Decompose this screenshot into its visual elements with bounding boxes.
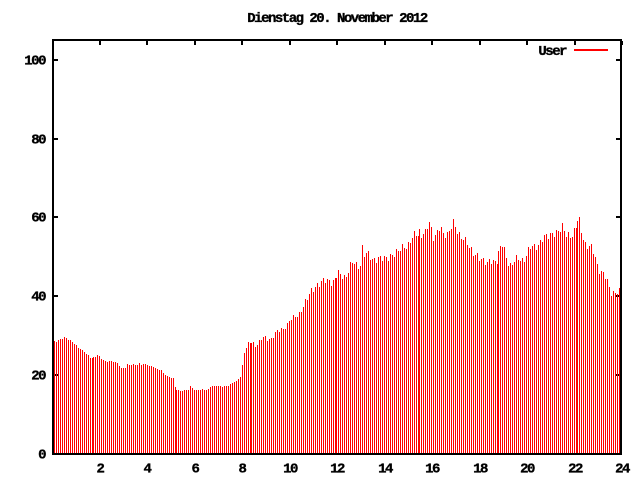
svg-text:12: 12 <box>330 462 345 478</box>
svg-text:22: 22 <box>568 462 583 478</box>
svg-text:4: 4 <box>144 462 152 478</box>
svg-text:10: 10 <box>283 462 298 478</box>
svg-text:100: 100 <box>24 54 46 70</box>
svg-text:24: 24 <box>615 462 630 478</box>
svg-text:2: 2 <box>97 462 105 478</box>
svg-text:40: 40 <box>31 290 46 306</box>
svg-text:16: 16 <box>425 462 440 478</box>
svg-text:Dienstag 20. November 2012: Dienstag 20. November 2012 <box>247 11 428 27</box>
svg-text:80: 80 <box>31 133 46 149</box>
svg-text:User: User <box>538 44 567 60</box>
svg-text:20: 20 <box>31 369 46 385</box>
svg-text:60: 60 <box>31 211 46 227</box>
svg-text:0: 0 <box>38 448 46 464</box>
svg-text:18: 18 <box>473 462 488 478</box>
svg-text:6: 6 <box>192 462 200 478</box>
svg-text:8: 8 <box>239 462 247 478</box>
svg-text:20: 20 <box>520 462 535 478</box>
svg-text:14: 14 <box>378 462 393 478</box>
